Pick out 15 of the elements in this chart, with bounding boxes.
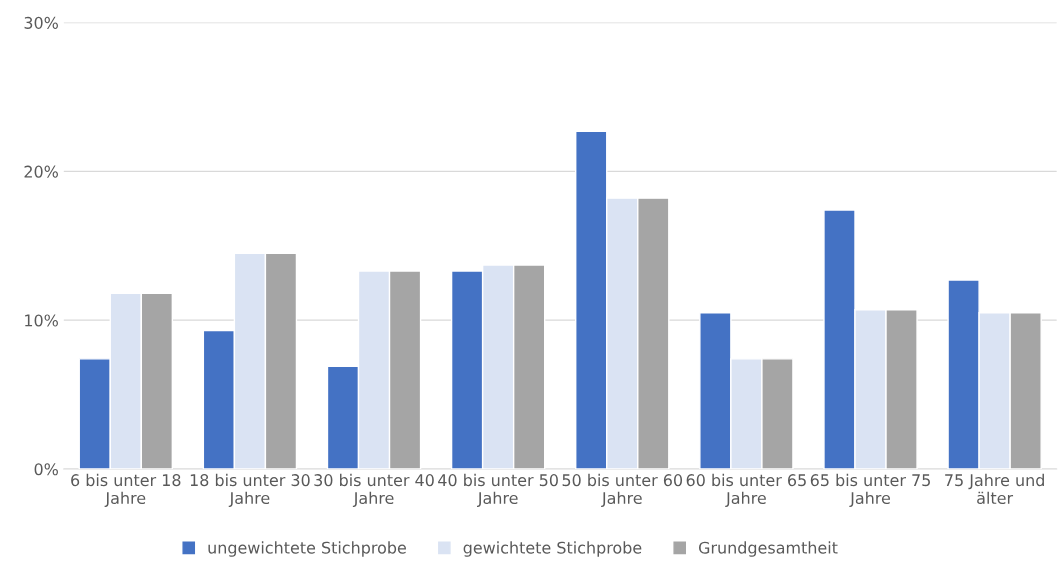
x-tick-label: 65 bis unter 75 Jahre [810, 473, 930, 508]
x-tick-label: 60 bis unter 65 Jahre [686, 473, 806, 508]
x-tick-label: 50 bis unter 60 Jahre [562, 473, 683, 508]
x-tick-label: 40 bis unter 50 Jahre [438, 473, 558, 508]
x-tick-label: 30 bis unter 40 Jahre [314, 473, 434, 508]
y-tick-label: 10% [25, 314, 58, 327]
x-tick-label: 18 bis unter 30 Jahre [190, 473, 310, 508]
legend-label: gewichtete Stichprobe [463, 541, 642, 557]
y-tick-label: 0% [34, 463, 58, 476]
y-tick-label: 30% [24, 16, 58, 29]
x-tick-label: 6 bis unter 18 Jahre [71, 473, 181, 508]
y-tick-label: 20% [24, 165, 58, 178]
legend-label: Grundgesamtheit [698, 541, 838, 557]
x-tick-label: 75 Jahre und älter [945, 473, 1044, 505]
legend-label: ungewichtete Stichprobe [208, 541, 406, 557]
